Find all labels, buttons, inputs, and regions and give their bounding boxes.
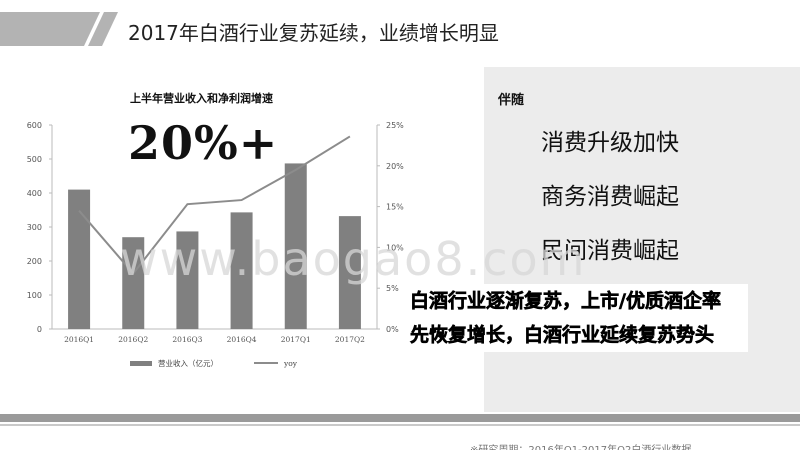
title-accent-slash xyxy=(88,12,118,46)
summary-line-1: 白酒行业逐渐复苏，上市/优质酒企率 xyxy=(410,284,748,318)
x-tick-label: 2017Q2 xyxy=(335,335,365,344)
revenue-bar xyxy=(122,237,145,329)
revenue-growth-chart: 0 100 200 300 400 500 600 0% 5% 10% 15% 20% 25% 2016Q… xyxy=(27,121,404,368)
y-right-tick-label: 20% xyxy=(386,162,404,171)
revenue-bar xyxy=(230,212,253,329)
drivers-panel: 伴随 消费升级加快 商务消费崛起 民间消费崛起 xyxy=(484,67,800,412)
revenue-bar xyxy=(338,216,361,329)
highlight-number: 20%+ xyxy=(128,116,279,170)
y-left-tick-label: 100 xyxy=(27,291,42,300)
y-right-tick-label: 5% xyxy=(386,284,399,293)
title-bar-decoration xyxy=(0,12,118,46)
x-tick-label: 2017Q1 xyxy=(281,335,311,344)
x-tick-label: 2016Q4 xyxy=(227,335,257,344)
footer-line xyxy=(0,424,800,426)
y-left-tick-label: 0 xyxy=(37,325,42,334)
y-left-tick-label: 400 xyxy=(27,189,42,198)
source-note: ※研究周期：2016年Q1-2017年Q2白酒行业数据 xyxy=(470,441,691,450)
revenue-bar xyxy=(284,163,307,329)
y-right-tick-label: 0% xyxy=(386,325,399,334)
revenue-bar xyxy=(68,189,91,329)
y-right-tick-label: 25% xyxy=(386,121,404,130)
y-left-tick-label: 300 xyxy=(27,223,42,232)
x-tick-label: 2016Q2 xyxy=(118,335,148,344)
title-bar: 2017年白酒行业复苏延续，业绩增长明显 xyxy=(0,12,800,50)
x-tick-label: 2016Q1 xyxy=(64,335,94,344)
yoy-line xyxy=(78,135,351,276)
title-accent-block xyxy=(0,12,100,46)
y-left-tick-label: 500 xyxy=(27,155,42,164)
panel-item-consumption-upgrade: 消费升级加快 xyxy=(541,130,679,156)
chart-title: 上半年营业收入和净利润增速 xyxy=(130,92,273,105)
y-left-tick-label: 600 xyxy=(27,121,42,130)
summary-box: 白酒行业逐渐复苏，上市/优质酒企率 先恢复增长，白酒行业延续复苏势头 xyxy=(404,282,754,354)
slide-title: 2017年白酒行业复苏延续，业绩增长明显 xyxy=(128,21,499,45)
legend-revenue-swatch xyxy=(130,361,152,366)
legend-yoy-label: yoy xyxy=(283,359,298,368)
legend-revenue-label: 营业收入（亿元） xyxy=(158,358,218,368)
y-right-tick-label: 15% xyxy=(386,203,404,212)
footer-bar xyxy=(0,414,800,422)
panel-item-business-consumption: 商务消费崛起 xyxy=(541,184,679,210)
y-left-tick-label: 200 xyxy=(27,257,42,266)
x-tick-label: 2016Q3 xyxy=(172,335,202,344)
y-right-tick-label: 10% xyxy=(386,243,404,252)
summary-line-2: 先恢复增长，白酒行业延续复苏势头 xyxy=(410,318,748,352)
panel-item-private-consumption: 民间消费崛起 xyxy=(541,238,679,264)
revenue-bar xyxy=(176,231,199,329)
panel-header: 伴随 xyxy=(498,93,525,108)
